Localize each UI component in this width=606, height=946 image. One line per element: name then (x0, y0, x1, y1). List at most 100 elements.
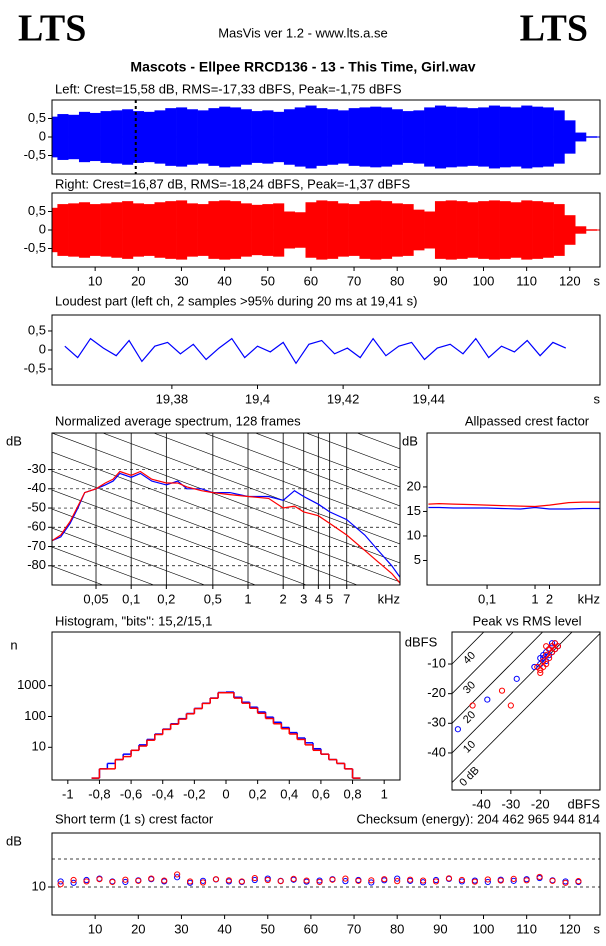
y-tick-label: 100 (24, 708, 46, 723)
y-tick-label: 0 (39, 221, 46, 236)
plot-frame (51, 192, 601, 268)
plot-area (452, 632, 600, 783)
data-point (575, 878, 582, 885)
data-point (251, 876, 258, 884)
x-tick-label: 19,42 (327, 391, 360, 406)
x-tick-label: -40 (472, 796, 491, 811)
x-tick-label: 0,5 (204, 591, 222, 606)
plot-frame (51, 314, 601, 386)
data-point (109, 878, 116, 886)
data-point (537, 669, 544, 677)
y-axis-unit: dBFS (405, 634, 438, 649)
x-tick-label: -0,8 (88, 786, 110, 801)
y-tick-label: -60 (27, 519, 46, 534)
annotation: Checksum (energy): 204 462 965 944 814 (356, 811, 600, 826)
plot-area (52, 200, 600, 260)
data-point (135, 877, 142, 884)
x-tick-label: 90 (433, 273, 447, 288)
data-point (199, 879, 207, 886)
x-axis-unit: s (594, 921, 601, 936)
x-axis-unit: kHz (378, 591, 400, 606)
data-point (122, 876, 129, 883)
y-axis-unit: n (10, 637, 17, 652)
data-point (536, 873, 543, 881)
x-tick-label: -20 (531, 796, 550, 811)
data-line (64, 337, 567, 365)
crest-line (452, 632, 514, 694)
data-line (52, 470, 400, 584)
data-point (498, 687, 506, 694)
x-tick-label: -0,2 (183, 786, 205, 801)
x-tick-label: 110 (516, 921, 537, 936)
chart-title: Normalized average spectrum, 128 frames (55, 413, 301, 428)
x-tick-label: 0,1 (122, 591, 140, 606)
crest-line (452, 632, 485, 665)
chart-title: Allpassed crest factor (465, 413, 590, 428)
chart-title: Loudest part (left ch, 2 samples >95% du… (55, 293, 417, 308)
plot-frame (451, 631, 601, 791)
y-axis-unit: dB (402, 433, 418, 448)
x-tick-label: 30 (174, 273, 188, 288)
y-tick-label: 10 (32, 878, 46, 893)
y-tick-label: 0 (39, 341, 46, 356)
data-point (471, 878, 478, 885)
x-axis-unit: kHz (578, 591, 600, 606)
data-point (368, 877, 375, 884)
data-point (469, 702, 476, 709)
data-point (454, 726, 461, 733)
x-tick-label: 80 (390, 273, 404, 288)
data-point (540, 663, 547, 671)
data-point (70, 879, 77, 886)
slope-guide (52, 451, 400, 583)
data-point (394, 875, 401, 882)
x-tick-label: -1 (62, 786, 74, 801)
x-tick-label: 1 (244, 591, 251, 606)
data-point (407, 876, 414, 883)
x-tick-label: 2 (546, 591, 553, 606)
x-tick-label: 120 (559, 921, 581, 936)
x-tick-label: 0,6 (312, 786, 330, 801)
x-tick-label: 4 (315, 591, 322, 606)
x-tick-label: 3 (300, 591, 307, 606)
y-tick-label: 0 (39, 128, 46, 143)
chart-title: Peak vs RMS level (472, 613, 581, 628)
y-tick-label: -0,5 (24, 360, 46, 375)
data-point (277, 878, 284, 885)
data-point (57, 878, 64, 885)
plot-area (428, 501, 600, 510)
slope-guide (52, 527, 206, 585)
data-point (484, 878, 491, 886)
data-point (445, 875, 453, 882)
plot-area (64, 337, 567, 365)
y-tick-label: 0,5 (28, 322, 46, 337)
data-point (484, 696, 491, 703)
plot-frame (51, 832, 601, 916)
chart-title: Short term (1 s) crest factor (55, 811, 214, 826)
x-tick-label: 20 (131, 273, 145, 288)
x-tick-label: 19,38 (156, 391, 189, 406)
x-tick-label: 50 (261, 921, 275, 936)
y-tick-label: -0,5 (24, 147, 46, 162)
slope-guide (102, 433, 400, 545)
logo-left: LTS (18, 8, 86, 50)
x-tick-label: 70 (347, 273, 361, 288)
x-tick-label: 70 (347, 921, 361, 936)
y-tick-label: -30 (27, 461, 46, 476)
data-point (432, 878, 440, 885)
slope-guide (305, 433, 400, 469)
x-tick-label: 2 (280, 591, 287, 606)
plot-area (52, 433, 400, 585)
data-point (96, 876, 103, 883)
y-axis-unit: dB (6, 833, 22, 848)
y-axis-unit: dB (6, 433, 22, 448)
x-tick-label: 1 (381, 786, 388, 801)
data-point (554, 643, 562, 650)
slope-guide (52, 508, 257, 585)
y-tick-label: 5 (414, 552, 421, 567)
y-tick-label: -70 (27, 538, 46, 553)
data-point (394, 878, 401, 885)
plot-area (52, 858, 600, 888)
data-line (428, 506, 600, 510)
data-point (548, 640, 556, 647)
crest-line (452, 632, 544, 724)
